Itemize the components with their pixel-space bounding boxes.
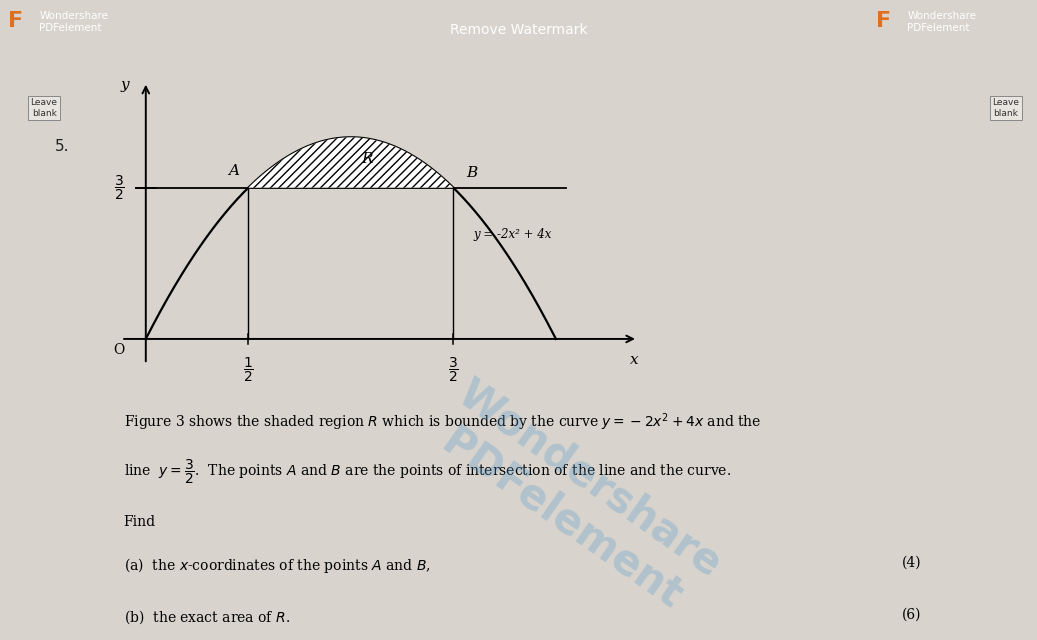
Text: (b)  the exact area of $R$.: (b) the exact area of $R$. [123,608,289,626]
Text: R: R [362,152,373,166]
Text: F: F [876,11,892,31]
Text: Figure 3 shows the shaded region $R$ which is bounded by the curve $y=-2x^2+4x$ : Figure 3 shows the shaded region $R$ whi… [123,412,761,433]
Text: O: O [113,343,124,357]
Text: F: F [8,11,24,31]
Text: (6): (6) [902,608,922,622]
Text: Find: Find [123,515,156,529]
Text: (4): (4) [902,556,922,570]
Text: Figure 3: Figure 3 [496,81,567,98]
Text: A: A [228,164,240,178]
Text: Leave
blank: Leave blank [30,99,58,118]
Text: Remove Watermark: Remove Watermark [450,24,587,37]
Text: Wondershare
PDFelement: Wondershare PDFelement [39,11,109,33]
Text: Wondershare
PDFelement: Wondershare PDFelement [422,372,729,626]
Text: $\dfrac{3}{2}$: $\dfrac{3}{2}$ [114,173,125,202]
Text: (a)  the $x$-coordinates of the points $A$ and $B$,: (a) the $x$-coordinates of the points $A… [123,556,430,575]
Text: 5.: 5. [55,139,68,154]
Text: $\dfrac{1}{2}$: $\dfrac{1}{2}$ [243,356,254,385]
Text: B: B [467,166,477,180]
Text: Leave
blank: Leave blank [992,99,1019,118]
Text: line  $y = \dfrac{3}{2}$.  The points $A$ and $B$ are the points of intersection: line $y = \dfrac{3}{2}$. The points $A$ … [123,458,731,486]
Text: $\dfrac{3}{2}$: $\dfrac{3}{2}$ [448,356,458,385]
Text: y = -2x² + 4x: y = -2x² + 4x [474,228,553,241]
Text: x: x [629,353,638,367]
Text: y: y [121,78,130,92]
Text: Wondershare
PDFelement: Wondershare PDFelement [907,11,977,33]
